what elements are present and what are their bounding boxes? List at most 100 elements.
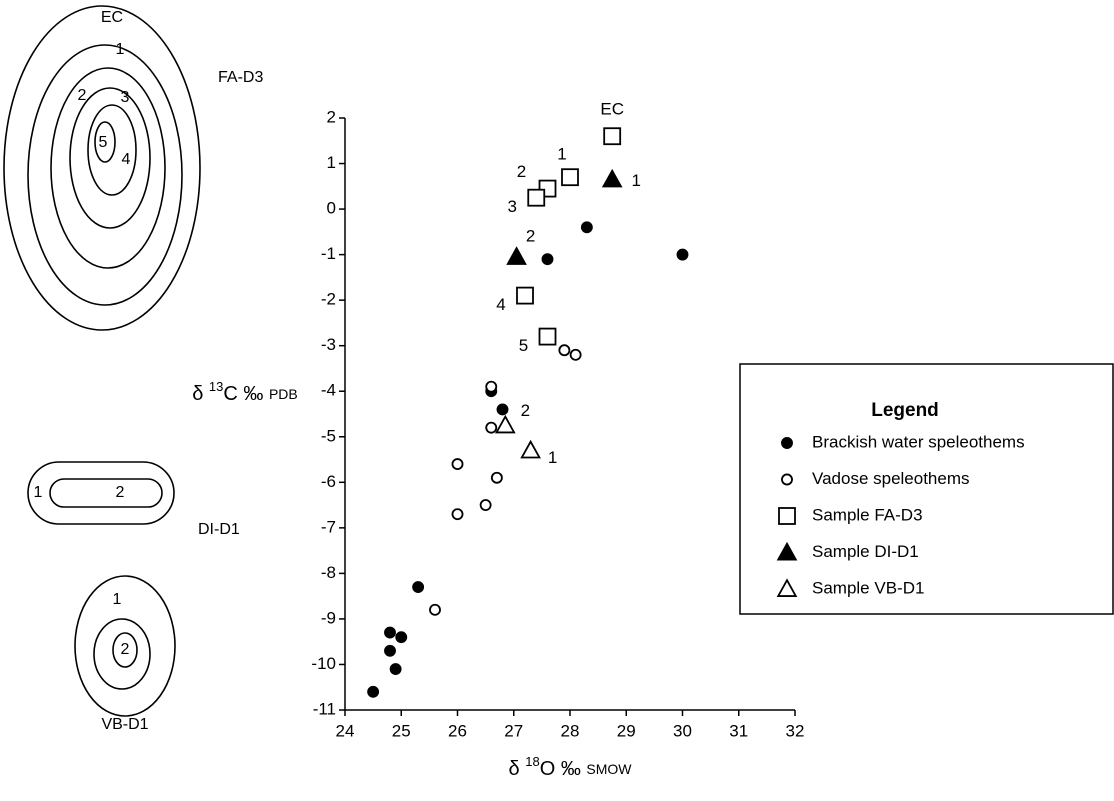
point (485, 421, 498, 434)
contour (27, 461, 175, 525)
contour (50, 67, 166, 269)
point (494, 414, 516, 434)
point (451, 458, 464, 471)
diagram-vb-d1: 1 2 VB-D1 (74, 575, 176, 733)
y-tick-label: -5 (321, 426, 336, 445)
point (776, 578, 798, 597)
point (569, 348, 582, 361)
legend-label: Sample VB-D1 (812, 578, 924, 597)
point (384, 626, 396, 639)
diagram-label: 1 (116, 41, 125, 58)
contour (74, 575, 176, 717)
diagram-label: 2 (121, 641, 130, 658)
contour (94, 121, 116, 163)
diagram-label: 1 (113, 591, 122, 608)
diagram-name: VB-D1 (101, 716, 148, 733)
y-tick-label: 2 (327, 107, 336, 126)
y-tick-label: -6 (321, 472, 336, 491)
point (603, 127, 622, 146)
y-tick-label: 1 (327, 153, 336, 172)
point (541, 253, 554, 266)
y-tick-label: -7 (321, 517, 336, 536)
contour (93, 618, 151, 690)
point (384, 644, 396, 657)
y-tick-label: 0 (327, 199, 336, 218)
y-tick-label: -11 (313, 699, 336, 718)
point (485, 380, 498, 393)
point (520, 439, 541, 459)
x-axis-label: δ 18O ‰ SMOW (509, 754, 633, 780)
y-tick-label: -2 (321, 290, 336, 309)
point (451, 508, 464, 521)
diagram-name: DI-D1 (198, 521, 240, 538)
point (538, 327, 557, 346)
diagram-label: 2 (116, 484, 125, 501)
diagram-label: EC (101, 9, 123, 26)
point (389, 663, 402, 675)
point (676, 248, 689, 261)
diagram-label: 4 (122, 151, 131, 168)
point-label: 1 (557, 145, 566, 164)
x-tick-label: 27 (504, 721, 523, 740)
point (561, 168, 579, 187)
diagram-label: 5 (99, 134, 108, 151)
diagram-label: 2 (78, 87, 87, 104)
x-tick-label: 29 (617, 721, 636, 740)
point-label: 2 (526, 226, 535, 245)
contour (69, 87, 151, 229)
point (601, 168, 623, 188)
point (516, 286, 534, 305)
y-tick-label: -8 (321, 563, 336, 582)
y-tick-label: -4 (321, 381, 336, 400)
contour (3, 5, 201, 331)
point (429, 603, 441, 616)
diagram-di-d1: 1 2 DI-D1 (27, 461, 240, 538)
point-label: 1 (631, 171, 640, 190)
x-tick-label: 26 (448, 721, 467, 740)
point (778, 507, 796, 525)
y-tick-label: -10 (311, 654, 336, 673)
point (527, 188, 546, 207)
legend-label: Brackish water speleothems (812, 432, 1025, 451)
contour (87, 104, 137, 196)
point (558, 344, 571, 357)
point (580, 221, 593, 234)
point (367, 685, 380, 698)
legend-label: Sample FA-D3 (812, 505, 923, 524)
contour (49, 478, 163, 508)
x-tick-label: 31 (729, 721, 748, 740)
point-label: 1 (548, 448, 557, 467)
legend-label: Vadose speleothems (812, 469, 970, 488)
point (395, 631, 408, 644)
y-axis-label: δ 13C ‰ PDB (192, 379, 298, 405)
x-tick-label: 25 (392, 721, 411, 740)
point (776, 541, 798, 561)
point-label: 4 (496, 295, 505, 314)
legend-box (739, 363, 1114, 615)
diagram-label: 1 (34, 484, 43, 501)
point-label: 2 (521, 401, 530, 420)
point (781, 473, 793, 486)
point (506, 246, 527, 265)
legend-label: Sample DI-D1 (812, 542, 919, 561)
x-tick-label: 32 (786, 721, 805, 740)
y-tick-label: -1 (321, 244, 336, 263)
point (781, 437, 793, 449)
diagram-name: FA-D3 (218, 69, 263, 86)
x-tick-label: 24 (336, 721, 355, 740)
point-label: 2 (517, 162, 526, 181)
legend-title: Legend (871, 400, 939, 421)
point-label: 5 (519, 336, 528, 355)
y-tick-label: -3 (321, 335, 336, 354)
point-label: EC (600, 100, 624, 119)
x-tick-label: 28 (561, 721, 580, 740)
point (496, 403, 509, 416)
diagram-label: 3 (121, 89, 130, 106)
contour (27, 44, 183, 306)
contour (112, 632, 138, 668)
point (479, 499, 492, 512)
point (412, 581, 425, 593)
diagram-fa-d3: EC 1 2 3 5 4 FA-D3 (3, 5, 263, 331)
y-tick-label: -9 (321, 608, 336, 627)
